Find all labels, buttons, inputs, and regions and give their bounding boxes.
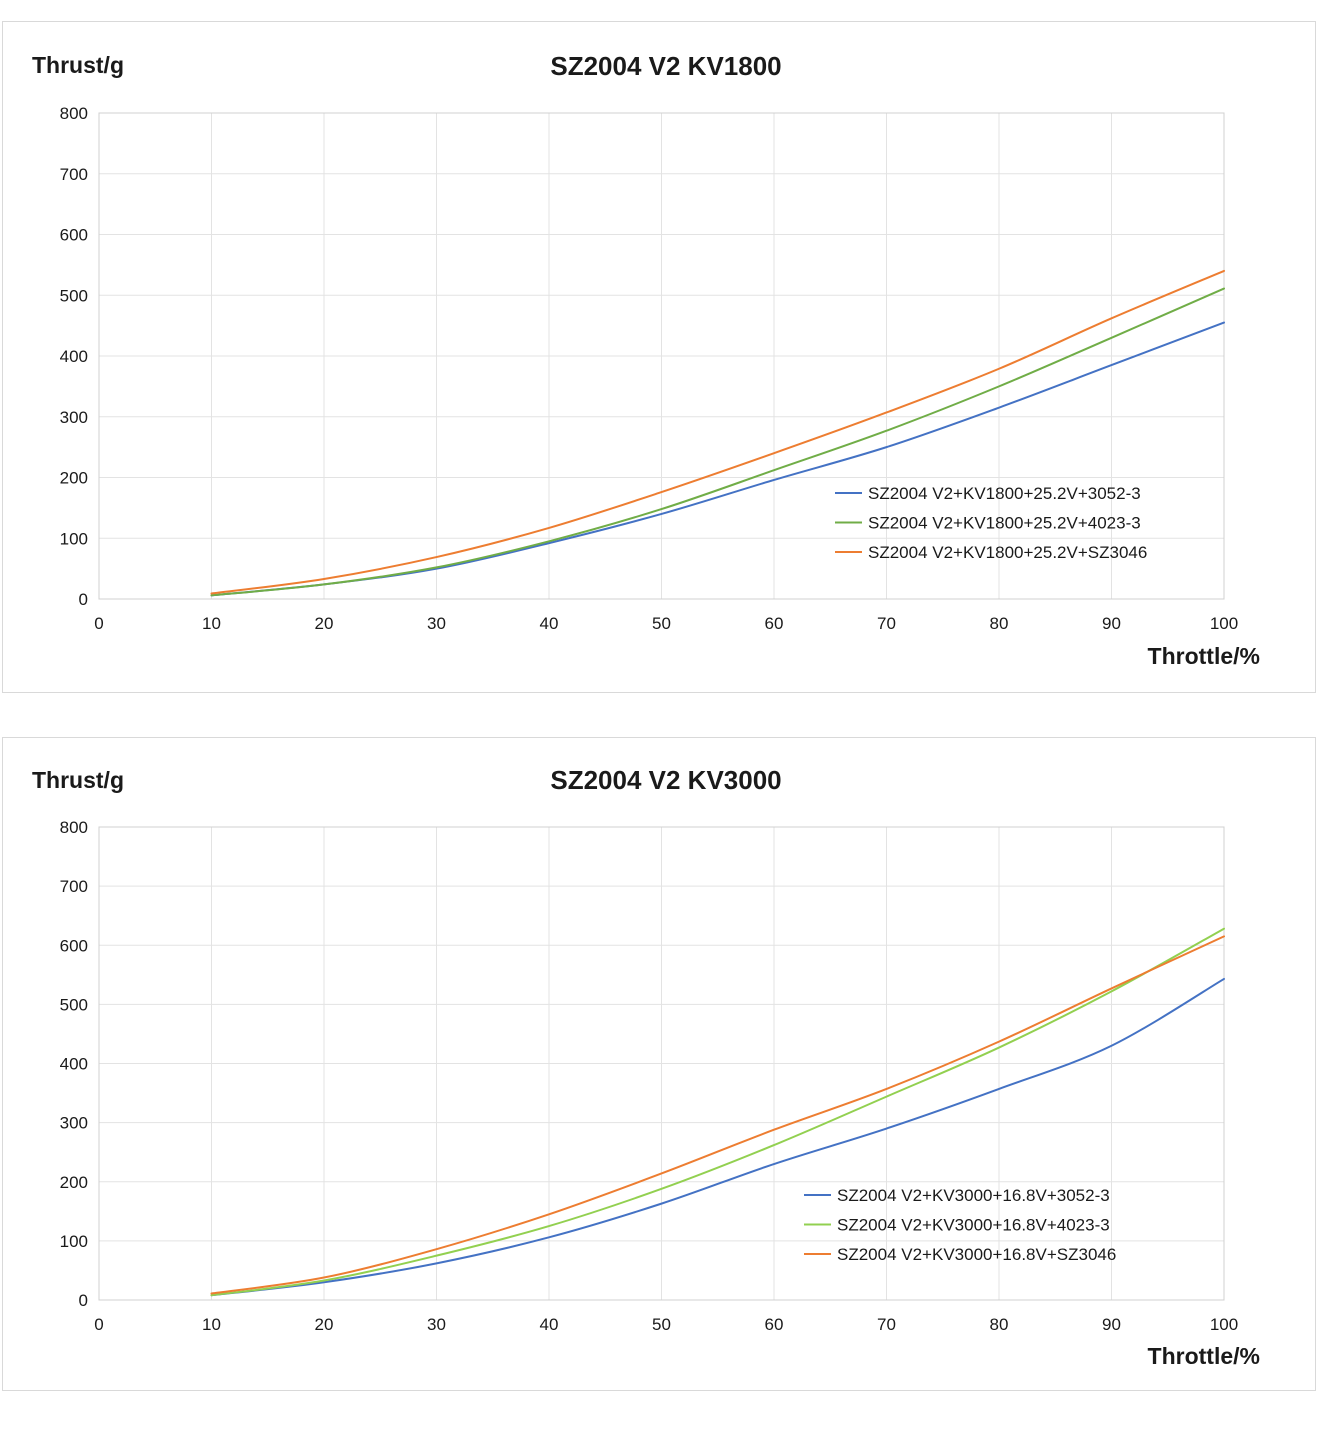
y-tick-label: 0: [79, 590, 88, 609]
thrust-chart-kv1800: Thrust/g SZ2004 V2 KV1800 Throttle/% 0 10…: [32, 51, 1260, 669]
y-tick-label: 600: [60, 936, 88, 955]
y-tick-label: 200: [60, 1173, 88, 1192]
y-tick-label: 300: [60, 1114, 88, 1133]
y-tick-label: 100: [60, 529, 88, 548]
y-tick-label: 200: [60, 469, 88, 488]
y-tick-label: 400: [60, 1055, 88, 1074]
x-tick-label: 0: [94, 1315, 103, 1334]
y-tick-label: 400: [60, 347, 88, 366]
x-tick-label: 100: [1210, 1315, 1238, 1334]
x-tick-label: 40: [540, 614, 559, 633]
x-tick-label: 40: [540, 1315, 559, 1334]
x-tick-label: 50: [652, 614, 671, 633]
x-tick-label: 90: [1102, 614, 1121, 633]
x-tick-label: 20: [315, 1315, 334, 1334]
legend: SZ2004 V2+KV3000+16.8V+3052-3 SZ2004 V2+K…: [804, 1186, 1116, 1264]
legend-label: SZ2004 V2+KV3000+16.8V+SZ3046: [837, 1245, 1116, 1264]
y-tick-label: 500: [60, 286, 88, 305]
legend-label: SZ2004 V2+KV1800+25.2V+SZ3046: [868, 543, 1147, 562]
y-tick-label: 800: [60, 818, 88, 837]
legend-label: SZ2004 V2+KV1800+25.2V+3052-3: [868, 484, 1141, 503]
x-axis-label: Throttle/%: [1148, 643, 1260, 669]
x-tick-label: 60: [765, 614, 784, 633]
series-line-2: [210, 927, 1225, 1297]
y-tick-label: 0: [79, 1291, 88, 1310]
legend: SZ2004 V2+KV1800+25.2V+3052-3 SZ2004 V2+K…: [835, 484, 1147, 562]
plot-area: [98, 826, 1225, 1301]
x-tick-label: 10: [202, 1315, 221, 1334]
x-tick-label: 0: [94, 614, 103, 633]
plot-area: [98, 112, 1225, 600]
chart-title: SZ2004 V2 KV1800: [550, 51, 781, 81]
y-tick-label: 700: [60, 877, 88, 896]
series-line-3: [210, 935, 1225, 1295]
x-tick-label: 70: [877, 1315, 896, 1334]
y-tick-label: 600: [60, 226, 88, 245]
series-line-2: [210, 287, 1225, 597]
y-axis-label: Thrust/g: [32, 767, 124, 793]
x-tick-label: 80: [990, 1315, 1009, 1334]
x-tick-label: 100: [1210, 614, 1238, 633]
legend-label: SZ2004 V2+KV1800+25.2V+4023-3: [868, 514, 1141, 533]
x-tick-label: 10: [202, 614, 221, 633]
y-tick-label: 300: [60, 408, 88, 427]
x-axis-label: Throttle/%: [1148, 1343, 1260, 1369]
x-tick-label: 20: [315, 614, 334, 633]
chart-panel-kv3000: Thrust/g SZ2004 V2 KV3000 Throttle/% 0 10…: [2, 737, 1316, 1391]
x-tick-label: 50: [652, 1315, 671, 1334]
legend-label: SZ2004 V2+KV3000+16.8V+3052-3: [837, 1186, 1110, 1205]
y-tick-label: 100: [60, 1232, 88, 1251]
legend-label: SZ2004 V2+KV3000+16.8V+4023-3: [837, 1216, 1110, 1235]
series-line-1: [210, 977, 1225, 1297]
y-tick-label: 800: [60, 104, 88, 123]
plot-frame: [98, 112, 1225, 600]
x-tick-label: 70: [877, 614, 896, 633]
chart-title: SZ2004 V2 KV3000: [550, 765, 781, 795]
series-line-3: [210, 269, 1225, 595]
chart-panel-kv1800: Thrust/g SZ2004 V2 KV1800 Throttle/% 0 10…: [2, 21, 1316, 693]
x-tick-label: 60: [765, 1315, 784, 1334]
y-tick-label: 500: [60, 995, 88, 1014]
y-axis-label: Thrust/g: [32, 52, 124, 78]
y-tick-label: 700: [60, 165, 88, 184]
x-tick-label: 30: [427, 614, 446, 633]
thrust-chart-kv3000: Thrust/g SZ2004 V2 KV3000 Throttle/% 0 10…: [32, 765, 1260, 1369]
x-tick-label: 30: [427, 1315, 446, 1334]
plot-frame: [98, 826, 1225, 1301]
x-tick-label: 80: [990, 614, 1009, 633]
x-tick-label: 90: [1102, 1315, 1121, 1334]
